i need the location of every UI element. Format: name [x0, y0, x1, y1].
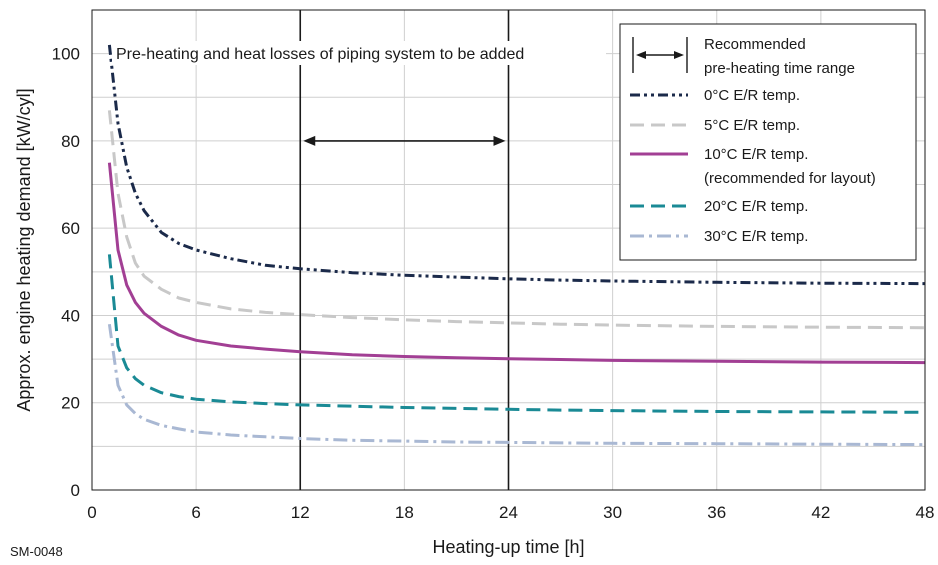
figure-code-label: SM-0048 — [10, 544, 63, 559]
legend-label-line-2: (recommended for layout) — [704, 170, 876, 187]
x-tick-label: 48 — [916, 503, 935, 522]
legend-label: 0°C E/R temp. — [704, 87, 800, 104]
x-tick-label: 18 — [395, 503, 414, 522]
x-tick-label: 0 — [87, 503, 96, 522]
x-tick-label: 6 — [191, 503, 200, 522]
x-tick-label: 12 — [291, 503, 310, 522]
legend: 0°C E/R temp. 5°C E/R temp. 10°C E/R temp.… — [620, 24, 916, 260]
annotation-text: Pre-heating and heat losses of piping sy… — [116, 46, 524, 63]
series-line — [109, 324, 925, 444]
legend-label: 10°C E/R temp. — [704, 146, 808, 163]
legend-label: 30°C E/R temp. — [704, 228, 808, 245]
x-tick-label: 24 — [499, 503, 518, 522]
x-tick-label: 42 — [811, 503, 830, 522]
legend-label: 5°C E/R temp. — [704, 117, 800, 134]
x-tick-label: 36 — [707, 503, 726, 522]
y-tick-label: 100 — [52, 45, 80, 64]
legend-header-line-1: Recommended — [704, 36, 806, 53]
range-arrow-head-right — [494, 136, 506, 146]
x-tick-label: 30 — [603, 503, 622, 522]
y-tick-label: 40 — [61, 306, 80, 325]
y-tick-label: 0 — [71, 481, 80, 500]
annotation: Pre-heating and heat losses of piping sy… — [112, 41, 606, 65]
x-axis-title: Heating-up time [h] — [432, 537, 584, 557]
y-axis-title: Approx. engine heating demand [kW/cyl] — [14, 88, 34, 411]
legend-header-line-2: pre-heating time range — [704, 60, 855, 77]
y-tick-label: 20 — [61, 394, 80, 413]
range-arrow-head-left — [303, 136, 315, 146]
y-tick-label: 60 — [61, 219, 80, 238]
y-tick-label: 80 — [61, 132, 80, 151]
legend-label: 20°C E/R temp. — [704, 198, 808, 215]
